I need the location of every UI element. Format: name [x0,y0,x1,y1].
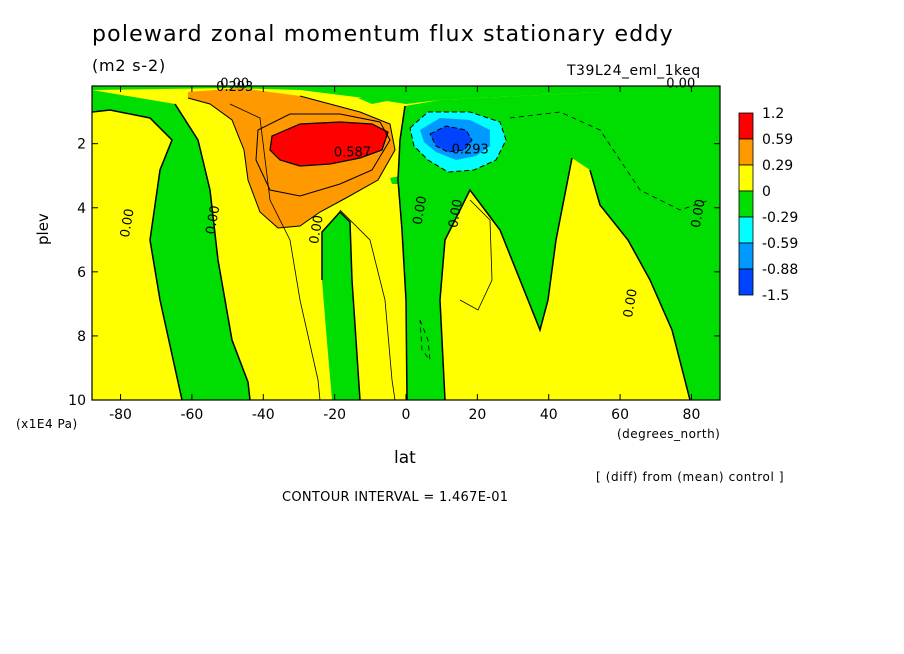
legend-swatch [738,216,754,244]
contour-line-orange-inner [255,113,391,197]
legend-level-label: -0.88 [762,262,798,278]
x-tick-label: -80 [109,407,132,423]
fill-green-patch-1 [358,96,392,104]
legend-swatch [738,242,754,270]
legend-level-label: 0.29 [762,158,793,174]
legend-swatch [738,138,754,166]
contour-label: 0.293 [452,142,489,157]
contour-line-red [269,121,389,167]
chart-units: (m2 s-2) [92,56,167,75]
legend-swatch [738,190,754,218]
fill-green-left [92,90,250,400]
contour-line-dashed-cyan [409,111,507,173]
experiment-name: T39L24_eml_1keq [567,63,701,79]
contour-label: 0.00 [204,204,224,235]
fill-green-south-column [322,212,360,400]
contour-line-zero-north [589,169,691,400]
fill-dark-blue [430,126,472,152]
contour-line-thin-south-2 [339,209,396,400]
contour-label: 0.00 [307,214,327,245]
x-tick-label: -40 [252,407,275,423]
x-tick-label: -60 [180,407,203,423]
contour-line-dashed-north [509,111,711,211]
legend-swatch [738,268,754,296]
x-tick-label: 40 [540,407,558,423]
contour-label: 0.00 [446,198,466,229]
x-axis-label: lat [394,448,416,468]
contour-line-zero-ntropics [439,157,573,400]
fill-red [270,122,388,166]
contour-label: 0.00 [666,77,695,92]
contour-label: 0.00 [220,77,249,92]
legend-level-label: 0.59 [762,132,793,148]
contour-line-dashed-blue [429,125,473,153]
legend-level-label: 0 [762,184,771,200]
contour-line-zero-equator [397,105,408,400]
y-tick-label: 4 [77,201,86,217]
chart-title: poleward zonal momentum flux stationary … [92,22,674,47]
x-tick-label: 80 [683,407,701,423]
color-legend: 1.2 0.59 0.29 0 -0.29 -0.59 -0.88 -1.5 [738,106,798,304]
contour-label: 0.00 [621,288,641,319]
legend-level-label: -0.59 [762,236,798,252]
y-tick-label: 10 [68,393,86,409]
x-axis-units: (degrees_north) [617,427,721,441]
legend-swatch [738,164,754,192]
x-tick-label: -20 [323,407,346,423]
contour-line-thin-north [459,199,493,311]
plot-axes: -80 -60 -40 -20 0 20 40 60 80 2 4 6 8 10 [68,85,721,423]
legend-level-label: 1.2 [762,106,784,122]
x-tick-label: 20 [468,407,486,423]
legend-level-label: -0.29 [762,210,798,226]
y-tick-label: 2 [77,137,86,153]
contour-line-orange-outer [187,95,396,229]
contour-lines [92,95,711,400]
contour-label: 0.00 [689,198,709,229]
y-axis-units: (x1E4 Pa) [16,417,78,431]
contour-interval: CONTOUR INTERVAL = 1.467E-01 [282,490,509,505]
contour-line-zero-left-2 [174,103,251,400]
contour-line-zero-south [321,210,361,400]
legend-swatch [738,112,754,140]
fill-green-patch-2 [390,176,402,184]
x-tick-label: 0 [402,407,411,423]
contour-line-dashed-tropics [419,319,431,362]
contour-line-zero-left [92,109,183,400]
y-tick-label: 6 [77,265,86,281]
contour-label: 0.587 [334,145,371,160]
contour-label: 0.00 [410,195,430,226]
contour-line-thin-south-1 [229,103,321,400]
contour-label: 0.293 [216,80,253,95]
y-tick-label: 8 [77,329,86,345]
fill-green-top-band [92,86,720,104]
diff-note: [ (diff) from (mean) control ] [596,470,785,484]
legend-level-label: -1.5 [762,288,789,304]
x-tick-label: 60 [611,407,629,423]
contour-label: 0.00 [118,208,138,239]
